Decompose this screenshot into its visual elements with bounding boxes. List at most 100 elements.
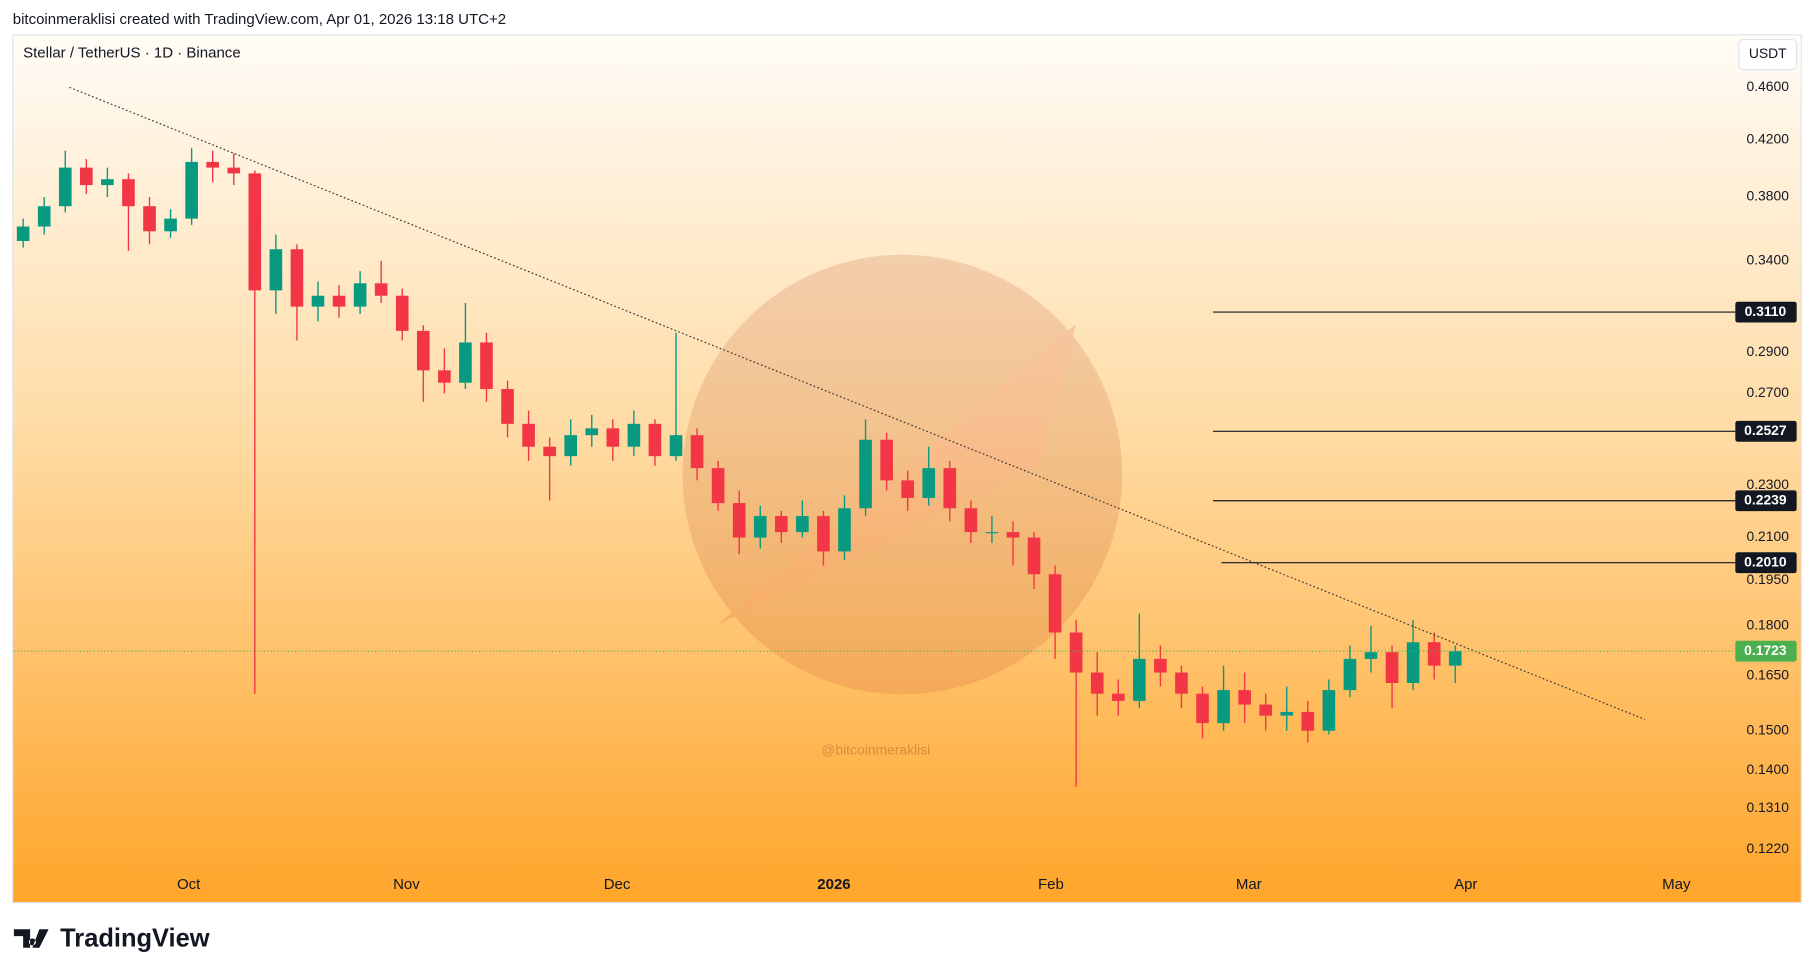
candle-body: [1343, 658, 1357, 691]
y-tick-label: 0.1950: [1746, 571, 1789, 587]
x-tick-label: May: [1662, 876, 1691, 893]
candle-body: [1111, 693, 1125, 701]
candle-body: [985, 532, 999, 534]
candle-body: [522, 423, 535, 447]
candle-body: [374, 283, 388, 296]
x-tick-label: Oct: [177, 876, 201, 893]
candle-body: [648, 423, 662, 457]
candle-body: [164, 218, 177, 232]
watermark-art: [682, 254, 1123, 695]
chart-frame: [12, 34, 1802, 904]
y-tick-label: 0.2900: [1746, 343, 1789, 359]
candle-body: [459, 342, 472, 383]
candle-body: [880, 439, 893, 481]
y-tick-label: 0.1310: [1746, 799, 1789, 815]
last-price-box: [1735, 640, 1797, 662]
candle-body: [838, 508, 851, 552]
candle-body: [1301, 711, 1315, 731]
candle-body: [58, 167, 72, 207]
candle-body: [585, 428, 599, 436]
level-label-box: [1735, 301, 1797, 323]
y-tick-label: 0.4600: [1746, 78, 1789, 94]
candle-body: [669, 435, 683, 457]
candle-body: [143, 206, 156, 232]
y-tick-label: 0.1500: [1746, 721, 1789, 737]
candle-body: [311, 295, 325, 307]
level-label-box: [1735, 490, 1797, 512]
y-tick-label: 0.2300: [1746, 476, 1789, 492]
y-tick-label: 0.1220: [1746, 840, 1789, 856]
candle-body: [1427, 642, 1441, 666]
candle-body: [332, 295, 346, 307]
header-text: bitcoinmeraklisi created with TradingVie…: [13, 11, 506, 28]
candle-body: [16, 226, 30, 242]
candle-body: [1090, 672, 1104, 694]
logo-text: TradingView: [60, 924, 210, 952]
y-tick-label: 0.1650: [1746, 667, 1789, 683]
candle-body: [774, 516, 788, 533]
candle-body: [206, 161, 220, 168]
candle-body: [1406, 642, 1420, 684]
candle-body: [1069, 632, 1083, 673]
y-tick-label: 0.3400: [1746, 252, 1789, 268]
y-tick-label: 0.2100: [1746, 528, 1789, 544]
candle-body: [80, 167, 93, 186]
candle-body: [1006, 532, 1020, 538]
candle-body: [943, 468, 957, 509]
y-tick-label: 0.1400: [1746, 761, 1789, 777]
candle-body: [711, 468, 725, 504]
last-price-label: 0.1723: [1744, 642, 1787, 658]
level-label-box: [1735, 420, 1797, 442]
x-tick-label: 2026: [817, 876, 850, 893]
candle-body: [964, 508, 978, 533]
level-label: 0.2239: [1744, 491, 1787, 507]
candle-body: [1385, 652, 1399, 684]
x-tick-label: Apr: [1454, 876, 1477, 893]
candle-body: [395, 295, 409, 331]
candle-body: [416, 330, 430, 371]
level-label-box: [1735, 552, 1797, 574]
candle-body: [1280, 711, 1294, 716]
candle-body: [480, 342, 493, 390]
candle-body: [732, 503, 746, 538]
candle-body: [1027, 537, 1041, 575]
candle-body: [248, 173, 262, 291]
candle-body: [1322, 690, 1336, 731]
candle-body: [564, 435, 578, 457]
y-tick-label: 0.3800: [1746, 188, 1789, 204]
level-label: 0.3110: [1745, 303, 1787, 319]
x-tick-label: Dec: [604, 876, 631, 893]
trendline: [69, 86, 1645, 720]
candle-body: [438, 370, 451, 383]
symbol-title: Stellar / TetherUS · 1D · Binance: [23, 44, 241, 61]
candle-body: [796, 516, 809, 533]
currency-box: [1738, 38, 1798, 71]
candle-body: [606, 428, 620, 447]
candle-body: [543, 446, 556, 457]
candle-body: [1196, 693, 1209, 724]
candle-body: [859, 439, 872, 509]
candle-body: [37, 206, 51, 227]
logo: TradingView: [13, 924, 210, 952]
candle-body: [1175, 672, 1188, 694]
candle-body: [901, 480, 914, 498]
x-tick-label: Mar: [1236, 876, 1262, 893]
candle-body: [1364, 652, 1378, 659]
candle-body: [1259, 704, 1273, 716]
candle-body: [1217, 690, 1230, 724]
candle-body: [1048, 574, 1062, 633]
candle-body: [227, 167, 241, 174]
candle-body: [922, 468, 936, 498]
level-label: 0.2527: [1744, 422, 1787, 438]
candle-body: [1154, 658, 1167, 673]
x-tick-label: Nov: [393, 876, 420, 893]
candle-body: [690, 435, 704, 469]
candle-body: [353, 283, 367, 307]
candle-body: [627, 423, 641, 447]
candle-body: [1133, 658, 1146, 701]
candle-body: [122, 179, 135, 207]
candle-body: [290, 249, 304, 307]
y-tick-label: 0.2700: [1746, 384, 1789, 400]
candle-body: [753, 516, 767, 538]
